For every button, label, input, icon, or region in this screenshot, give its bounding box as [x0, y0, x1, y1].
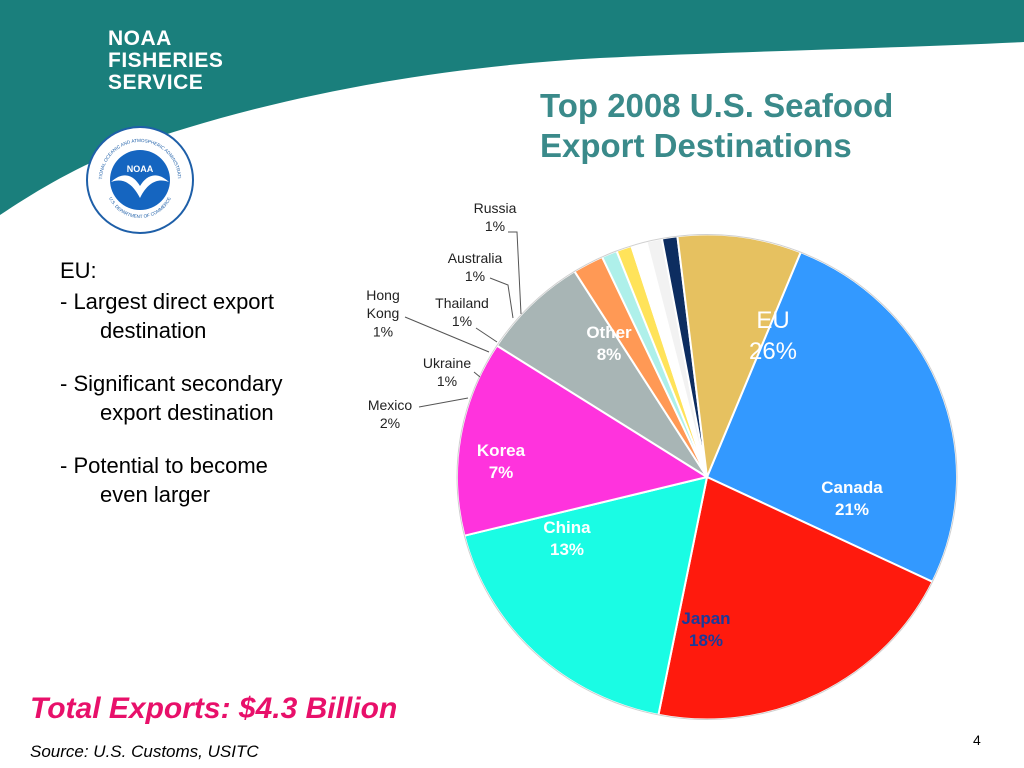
slice-value-japan: 18%: [689, 631, 723, 650]
page-number: 4: [973, 732, 981, 748]
slice-label-hong-kong: Hong Kong 1%: [366, 287, 490, 353]
noaa-fisheries-wordmark: NOAA FISHERIES SERVICE: [108, 28, 223, 94]
slice-name-japan: Japan: [681, 609, 730, 628]
slice-label-thailand: Thailand 1%: [435, 295, 498, 343]
slice-name-china: China: [543, 518, 591, 537]
logo-text: NOAA: [127, 164, 154, 174]
source-note: Source: U.S. Customs, USITC: [30, 742, 259, 761]
title-line-1: Top 2008 U.S. Seafood: [540, 87, 894, 124]
slice-label-ukraine: Ukraine 1%: [423, 355, 481, 389]
slide-title: Top 2008 U.S. Seafood Export Destination…: [540, 86, 1010, 166]
brand-line-2: FISHERIES: [108, 49, 224, 72]
slice-value-china: 13%: [550, 540, 584, 559]
slice-name-thailand: Thailand: [435, 295, 489, 311]
slice-value-ukraine: 1%: [437, 373, 457, 389]
slice-value-other: 8%: [597, 345, 622, 364]
slice-name-hong-kong: Kong: [367, 305, 400, 321]
pie-rim: [456, 234, 958, 720]
slice-label-australia: Australia 1%: [448, 250, 514, 319]
note-item: - Potential to become even larger: [60, 453, 268, 507]
slice-name-australia: Australia: [448, 250, 503, 266]
slice-name-korea: Korea: [477, 441, 526, 460]
noaa-logo: NOAA NATIONAL OCEANIC AND ATMOSPHERIC AD…: [84, 124, 194, 234]
slice-value-korea: 7%: [489, 463, 514, 482]
leader-line-hong-kong: [404, 316, 490, 353]
brand-line-1: NOAA: [108, 27, 172, 50]
slice-label-china: China 13%: [543, 518, 591, 559]
slice-value-australia: 1%: [465, 268, 485, 284]
leader-line-russia: [508, 231, 522, 315]
slice-label-other: Other 8%: [586, 323, 632, 364]
slice-name-eu: EU: [756, 307, 789, 334]
slice-label-korea: Korea 7%: [477, 441, 526, 482]
logo-inner-disk: [110, 150, 170, 210]
eu-notes: EU: - Largest direct export destination …: [60, 256, 310, 533]
logo-bird-icon: [111, 175, 169, 198]
brand-line-3: SERVICE: [108, 71, 204, 94]
total-exports: Total Exports: $4.3 Billion: [30, 692, 398, 725]
leader-line-mexico: [418, 397, 469, 408]
leader-line-ukraine: [473, 371, 481, 378]
slice-name-hong-kong: Hong: [366, 287, 399, 303]
slice-name-other: Other: [586, 323, 632, 342]
slice-label-canada: Canada 21%: [821, 478, 883, 519]
note-item: - Significant secondary export destinati…: [60, 371, 283, 425]
note-item: - Largest direct export destination: [60, 289, 274, 343]
slice-label-mexico: Mexico 2%: [368, 397, 469, 431]
slice-value-eu: 26%: [749, 338, 797, 365]
slice-label-russia: Russia 1%: [474, 200, 522, 315]
slice-name-mexico: Mexico: [368, 397, 413, 413]
title-line-2: Export Destinations: [540, 127, 852, 164]
slice-value-mexico: 2%: [380, 415, 400, 431]
slice-value-hong-kong: 1%: [373, 323, 393, 339]
slice-value-russia: 1%: [485, 218, 505, 234]
slice-name-ukraine: Ukraine: [423, 355, 471, 371]
leader-line-australia: [489, 277, 514, 319]
leader-line-thailand: [475, 327, 498, 343]
slice-name-russia: Russia: [474, 200, 517, 216]
teal-header-band: [0, 0, 1024, 215]
slice-label-japan: Japan 18%: [681, 609, 730, 650]
notes-heading: EU:: [60, 258, 97, 283]
slice-value-thailand: 1%: [452, 313, 472, 329]
slice-name-canada: Canada: [821, 478, 883, 497]
slice-label-eu: EU 26%: [749, 307, 797, 365]
slice-value-canada: 21%: [835, 500, 869, 519]
